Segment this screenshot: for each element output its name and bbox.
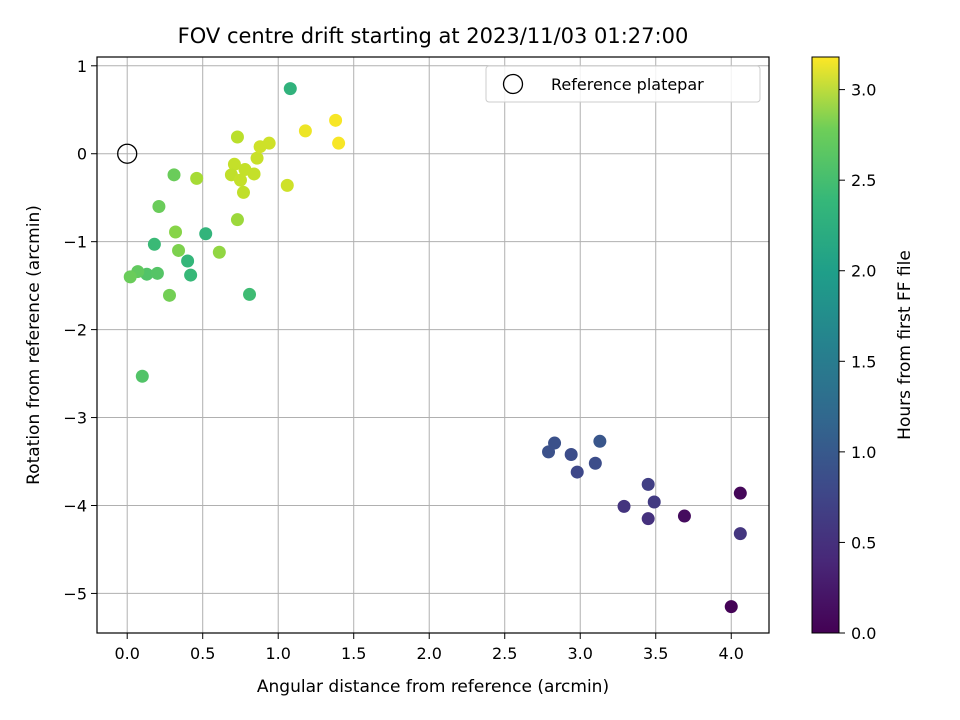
data-point [588, 456, 602, 470]
colorbar-tick-label: 3.0 [851, 81, 876, 100]
data-point [243, 287, 257, 301]
data-point [280, 178, 294, 192]
data-point [230, 213, 244, 227]
data-point [230, 130, 244, 144]
data-point [184, 268, 198, 282]
data-point [283, 82, 297, 96]
x-tick-label: 1.0 [265, 644, 290, 663]
data-point [298, 124, 312, 138]
y-tick-label: −1 [63, 233, 87, 252]
colorbar-tick-label: 0.5 [851, 533, 876, 552]
data-point [169, 225, 183, 239]
legend: Reference platepar [485, 65, 761, 103]
data-point [150, 266, 164, 280]
data-point [250, 151, 264, 165]
x-tick-label: 1.5 [341, 644, 366, 663]
data-point [135, 369, 149, 383]
y-tick-label: 0 [77, 145, 87, 164]
data-point [212, 245, 226, 259]
colorbar-tick-label: 2.5 [851, 171, 876, 190]
data-point [570, 465, 584, 479]
colorbar-tick-label: 2.0 [851, 262, 876, 281]
data-point [181, 254, 195, 268]
x-tick-label: 0.0 [114, 644, 139, 663]
data-point [677, 509, 691, 523]
y-tick-label: −2 [63, 321, 87, 340]
data-point [733, 527, 747, 541]
x-tick-label: 3.0 [568, 644, 593, 663]
plot-frame [96, 56, 770, 634]
data-point [647, 495, 661, 509]
x-axis: 0.0 0.5 1.0 1.5 2.0 2.5 3.0 3.5 4.0 [114, 633, 744, 663]
data-point [236, 185, 250, 199]
x-tick-label: 2.5 [492, 644, 517, 663]
data-point [227, 157, 241, 171]
data-point [162, 288, 176, 302]
data-point [172, 243, 186, 257]
data-point [262, 136, 276, 150]
grid-lines [97, 57, 769, 633]
colorbar: 0.0 0.5 1.0 1.5 2.0 2.5 3.0 Hours from first F… [811, 56, 915, 643]
reference-point [117, 143, 138, 164]
data-point [548, 436, 562, 450]
data-point [329, 113, 343, 127]
x-tick-label: 3.5 [643, 644, 668, 663]
chart-title: FOV centre drift starting at 2023/11/03 … [178, 24, 689, 48]
colorbar-tick-label: 1.0 [851, 443, 876, 462]
y-tick-label: −5 [63, 584, 87, 603]
data-point [167, 168, 181, 182]
colorbar-gradient [811, 56, 840, 634]
data-point [332, 136, 346, 150]
y-axis: 1 0 −1 −2 −3 −4 −5 [63, 57, 97, 603]
legend-label: Reference platepar [551, 75, 704, 94]
legend-marker-icon [502, 73, 524, 95]
data-point [733, 486, 747, 500]
reference-marker [117, 143, 138, 164]
data-point [724, 600, 738, 614]
y-axis-label: Rotation from reference (arcmin) [24, 205, 44, 485]
data-point [190, 171, 204, 185]
colorbar-ticks: 0.0 0.5 1.0 1.5 2.0 2.5 3.0 [839, 81, 876, 643]
data-points [123, 82, 747, 614]
x-tick-label: 4.0 [719, 644, 744, 663]
y-tick-label: −3 [63, 409, 87, 428]
x-tick-label: 2.0 [416, 644, 441, 663]
data-point [564, 447, 578, 461]
data-point [641, 477, 655, 491]
data-point [593, 434, 607, 448]
y-tick-label: −4 [63, 496, 87, 515]
colorbar-tick-label: 1.5 [851, 352, 876, 371]
data-point [617, 499, 631, 513]
data-point [152, 199, 166, 213]
colorbar-tick-label: 0.0 [851, 624, 876, 643]
data-point [233, 173, 247, 187]
data-point [247, 167, 261, 181]
colorbar-label: Hours from first FF file [895, 250, 915, 440]
data-point [199, 227, 213, 241]
x-tick-label: 0.5 [190, 644, 215, 663]
data-point [123, 270, 137, 284]
data-point [641, 512, 655, 526]
data-point [147, 237, 161, 251]
legend-box [485, 65, 761, 103]
x-axis-label: Angular distance from reference (arcmin) [257, 677, 609, 697]
y-tick-label: 1 [77, 57, 87, 76]
